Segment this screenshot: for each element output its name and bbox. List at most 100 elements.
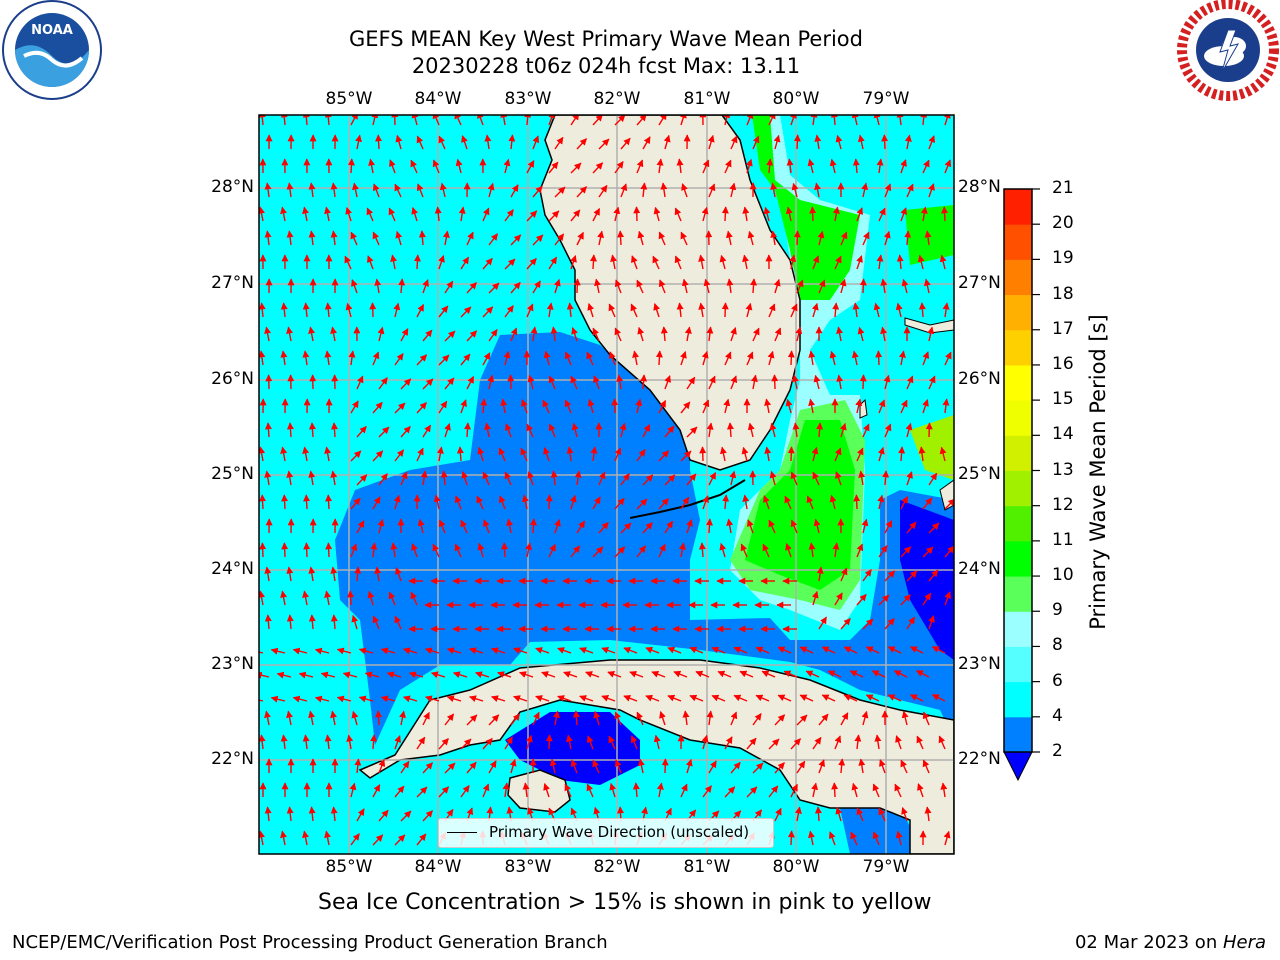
wave-direction-arrow [550,470,558,486]
wave-direction-arrow [500,398,508,414]
wave-direction-arrow [642,136,651,150]
wave-direction-arrow [764,398,772,414]
wave-direction-arrow [755,694,770,702]
wave-direction-arrow [513,647,528,654]
wave-direction-arrow [286,422,294,438]
wave-direction-arrow [356,808,365,822]
wave-direction-arrow [861,518,869,534]
wave-direction-arrow [548,210,560,222]
wave-direction-arrow [773,134,781,150]
wave-direction-arrow [873,302,881,318]
wave-direction-arrow [722,494,730,510]
wave-direction-arrow [314,647,330,655]
wave-direction-arrow [336,647,352,655]
colorbar-tick-label: 21 [1052,178,1074,198]
wave-direction-arrow [674,255,682,270]
wave-direction-arrow [725,230,733,246]
lat-label-right-23n: 23°N [958,654,1001,674]
wave-direction-arrow [330,422,338,438]
wave-direction-arrow [940,782,948,798]
wave-direction-arrow [871,670,886,678]
wave-direction-arrow [676,158,684,174]
colorbar-tick-label: 15 [1052,389,1074,410]
wave-direction-arrow [793,134,801,150]
wave-direction-arrow [799,646,814,654]
wave-direction-arrow [270,695,286,703]
wave-direction-arrow [374,566,382,582]
wave-direction-arrow [943,830,951,846]
wave-direction-arrow [708,471,717,486]
wave-direction-arrow [674,207,682,222]
wave-direction-arrow [460,353,471,366]
wave-direction-arrow [931,694,946,702]
wave-direction-arrow [636,545,647,558]
wave-direction-arrow [785,206,793,222]
wave-direction-arrow [521,494,529,510]
wave-direction-arrow [351,710,359,726]
wave-direction-arrow [939,254,947,270]
wave-direction-arrow [768,303,776,318]
wave-direction-arrow [302,302,310,318]
wave-direction-arrow [410,159,418,174]
wave-direction-arrow [682,710,690,726]
wave-direction-arrow [510,184,519,198]
wave-direction-arrow [620,473,630,486]
wave-direction-arrow [532,711,540,726]
wave-direction-arrow [747,230,755,246]
wave-direction-arrow [302,350,310,366]
wave-direction-arrow [571,422,579,438]
wave-direction-arrow [388,207,396,222]
wave-direction-arrow [633,206,641,222]
wave-direction-arrow [895,830,903,846]
wave-direction-arrow [811,782,819,798]
wave-direction-arrow [717,670,732,678]
wave-direction-arrow [614,279,622,294]
wave-direction-arrow [882,470,890,486]
colorbar-segment [1004,400,1032,436]
wave-direction-arrow [865,646,880,654]
wave-direction-arrow [884,183,892,198]
wave-direction-arrow [510,327,518,342]
wave-direction-arrow [916,735,924,750]
wave-direction-arrow [906,183,914,198]
wave-direction-arrow [259,206,265,222]
wave-direction-arrow [893,670,908,678]
wave-direction-arrow [525,734,533,750]
wave-direction-arrow [635,398,643,414]
wave-direction-arrow [681,183,688,198]
wave-direction-arrow [510,713,521,726]
wave-direction-arrow [909,646,924,654]
national-weather-service-logo [1177,0,1279,101]
wave-direction-arrow [488,329,498,342]
wave-direction-arrow [637,326,645,342]
wave-direction-arrow [895,735,902,750]
wave-direction-arrow [755,646,770,654]
wave-direction-arrow [862,423,870,438]
wave-direction-arrow [653,734,661,750]
wave-direction-arrow [398,278,406,294]
wave-direction-arrow [872,831,880,846]
wave-direction-arrow [380,695,396,703]
wave-direction-arrow [460,306,472,318]
wave-direction-arrow [259,494,267,510]
wave-direction-arrow [873,115,881,126]
lon-label-bottom-85w: 85°W [325,857,373,877]
wave-direction-arrow [898,446,906,462]
wave-direction-arrow [466,761,477,774]
wave-direction-arrow [488,233,499,246]
wave-direction-arrow [444,423,451,438]
wave-direction-arrow [658,279,666,294]
wave-direction-arrow [576,520,586,534]
wave-direction-arrow [711,694,726,702]
wave-direction-arrow [880,278,888,294]
wave-direction-arrow [482,257,493,270]
wave-direction-arrow [466,282,477,294]
lat-label-left-22n: 22°N [211,749,254,769]
wave-direction-arrow [330,470,338,486]
wave-direction-arrow [503,158,511,174]
wave-direction-arrow [345,207,353,222]
wave-direction-arrow [673,670,688,678]
wave-direction-arrow [783,670,798,678]
wave-direction-arrow [280,446,288,462]
wave-direction-arrow [440,470,448,486]
